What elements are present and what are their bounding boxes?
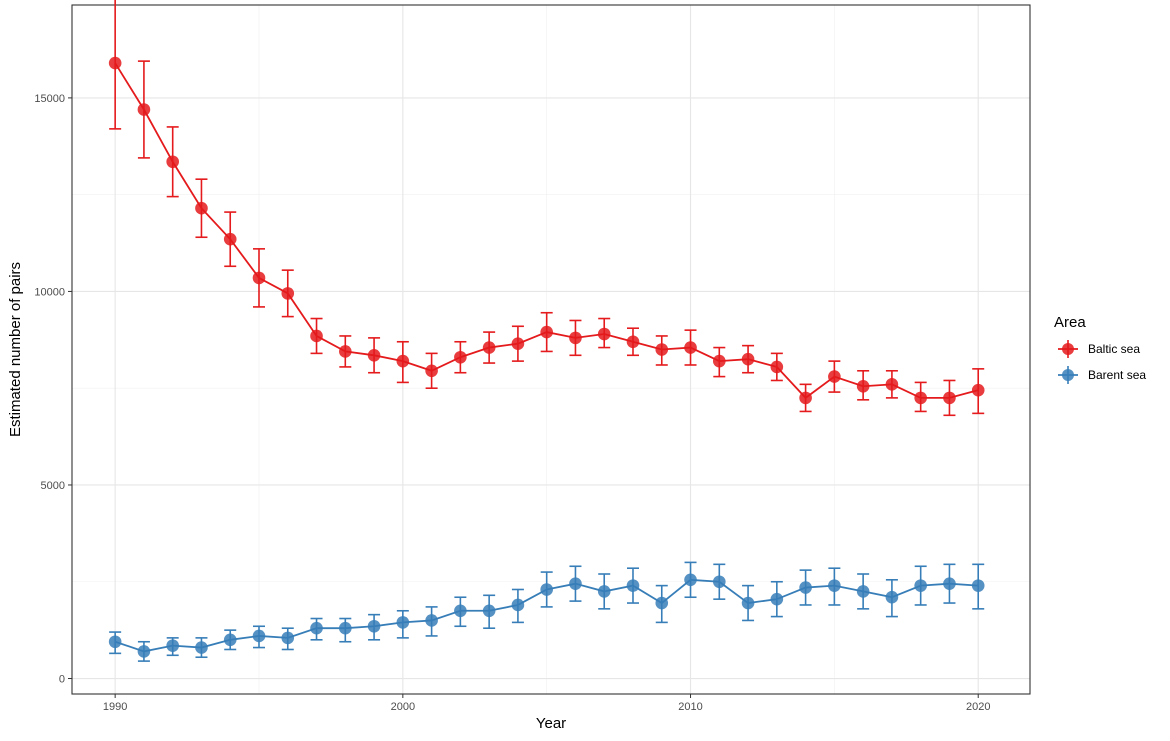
x-tick-label: 2010	[678, 701, 702, 713]
data-point	[540, 325, 553, 339]
data-point	[108, 56, 122, 70]
data-point	[971, 383, 985, 397]
data-point	[741, 352, 755, 366]
data-point	[281, 287, 295, 300]
data-point	[223, 633, 237, 647]
y-tick-label: 15000	[34, 93, 65, 105]
data-point	[511, 337, 525, 350]
data-point	[569, 577, 582, 590]
data-point	[252, 271, 266, 285]
data-point	[856, 585, 870, 598]
data-point	[223, 232, 237, 246]
data-point	[597, 585, 611, 598]
data-point	[828, 579, 841, 592]
data-point	[885, 590, 899, 604]
data-point	[626, 335, 640, 349]
x-axis-title: Year	[536, 715, 566, 732]
legend-key-0	[1058, 340, 1078, 358]
data-point	[770, 360, 784, 374]
legend-key-point	[1062, 343, 1074, 355]
data-point	[195, 201, 208, 215]
data-point	[310, 621, 323, 635]
data-point	[425, 364, 438, 378]
data-point	[281, 631, 295, 645]
series-0	[108, 0, 985, 417]
data-point	[482, 341, 496, 354]
data-point	[799, 391, 812, 405]
legend: Area Baltic sea Barent sea	[1054, 314, 1146, 384]
data-point	[885, 378, 899, 391]
data-point	[626, 579, 640, 592]
data-point	[425, 614, 438, 627]
data-point	[799, 581, 812, 594]
series-1	[108, 561, 985, 662]
data-point	[339, 621, 352, 635]
data-point	[137, 645, 151, 658]
y-tick-label: 10000	[34, 286, 65, 298]
legend-title: Area	[1054, 314, 1086, 331]
data-point	[684, 341, 697, 354]
data-point	[828, 370, 841, 383]
data-point	[914, 579, 927, 592]
legend-key-point	[1062, 369, 1074, 381]
data-point	[108, 635, 122, 649]
legend-label: Baltic sea	[1088, 342, 1140, 356]
legend-key-1	[1058, 366, 1078, 384]
data-point	[655, 596, 669, 610]
data-point	[770, 592, 784, 606]
data-point	[540, 583, 553, 596]
plot-background	[72, 5, 1030, 694]
y-tick-label: 5000	[41, 480, 65, 492]
data-point	[655, 343, 669, 356]
data-point	[137, 103, 151, 116]
x-tick-label: 2000	[391, 701, 415, 713]
data-point	[339, 345, 352, 358]
data-point	[684, 573, 697, 587]
data-point	[454, 604, 467, 618]
x-tick-label: 1990	[103, 701, 127, 713]
data-point	[712, 575, 726, 589]
data-point	[511, 598, 525, 612]
x-tick-label: 2020	[966, 701, 990, 713]
legend-label: Barent sea	[1088, 368, 1146, 382]
data-point	[741, 596, 755, 610]
data-point	[396, 616, 410, 629]
data-point	[569, 331, 582, 345]
data-point	[367, 619, 381, 633]
data-point	[310, 329, 323, 343]
data-point	[482, 604, 496, 618]
data-point	[943, 577, 956, 590]
data-point	[914, 391, 927, 405]
data-point	[971, 579, 985, 592]
data-point	[597, 327, 611, 341]
plot-border	[71, 4, 1031, 695]
data-point	[856, 379, 870, 393]
data-point	[195, 641, 208, 654]
data-point	[252, 629, 266, 643]
data-point	[367, 349, 381, 362]
data-point	[712, 354, 726, 368]
y-tick-label: 0	[59, 674, 65, 686]
data-point	[943, 391, 956, 405]
data-point	[166, 639, 179, 652]
data-point	[396, 354, 410, 368]
y-axis-title: Estimated number of pairs	[7, 262, 24, 437]
series-layer	[108, 0, 985, 662]
axes: 1990 2000 2010 2020 0 5000 10000 15000	[34, 93, 990, 713]
data-point	[166, 155, 179, 169]
data-point	[454, 350, 467, 364]
